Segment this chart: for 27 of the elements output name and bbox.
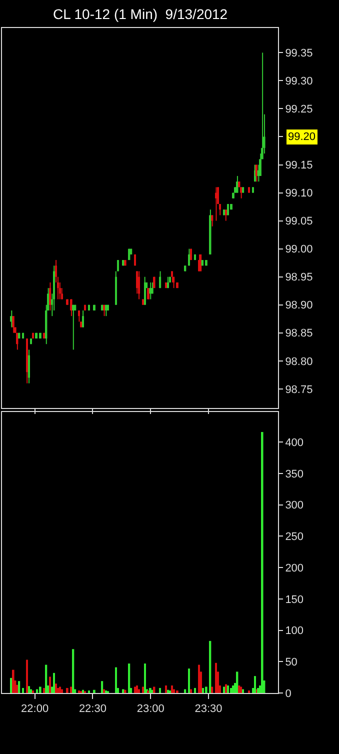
y-tick-label: 250 <box>285 531 304 544</box>
y-tick-label: 300 <box>285 500 304 512</box>
y-tick-label: 98.85 <box>285 328 313 340</box>
y-tick-label: 0 <box>285 688 292 700</box>
y-tick-label: 99.25 <box>285 104 313 116</box>
y-tick-label: 99.00 <box>285 244 313 256</box>
y-tick-label: 99.10 <box>285 188 313 200</box>
y-tick-label: 350 <box>285 468 304 480</box>
x-tick-label: 23:00 <box>136 703 164 716</box>
y-tick-label: 99.35 <box>285 48 313 60</box>
y-tick-label: 99.05 <box>285 216 313 228</box>
y-tick-label: 100 <box>285 625 304 638</box>
x-tick-label: 22:00 <box>21 703 49 716</box>
y-tick-label: 98.90 <box>285 300 313 312</box>
x-tick-label: 22:30 <box>78 703 106 716</box>
y-tick-label: 200 <box>285 562 304 574</box>
y-tick-label: 99.15 <box>285 160 313 172</box>
x-tick-label: 23:30 <box>194 703 222 716</box>
y-tick-label: 50 <box>285 656 298 668</box>
y-tick-label: 150 <box>285 594 304 606</box>
y-tick-label: 98.95 <box>285 272 313 284</box>
y-tick-label: 98.80 <box>285 356 313 368</box>
y-tick-label: 98.75 <box>285 384 313 396</box>
chart-title: CL 10-12 (1 Min) 9/13/2012 <box>53 6 228 22</box>
y-tick-label: 400 <box>285 436 304 449</box>
annotation: 99.20 <box>288 131 316 143</box>
y-tick-label: 99.30 <box>285 76 313 88</box>
